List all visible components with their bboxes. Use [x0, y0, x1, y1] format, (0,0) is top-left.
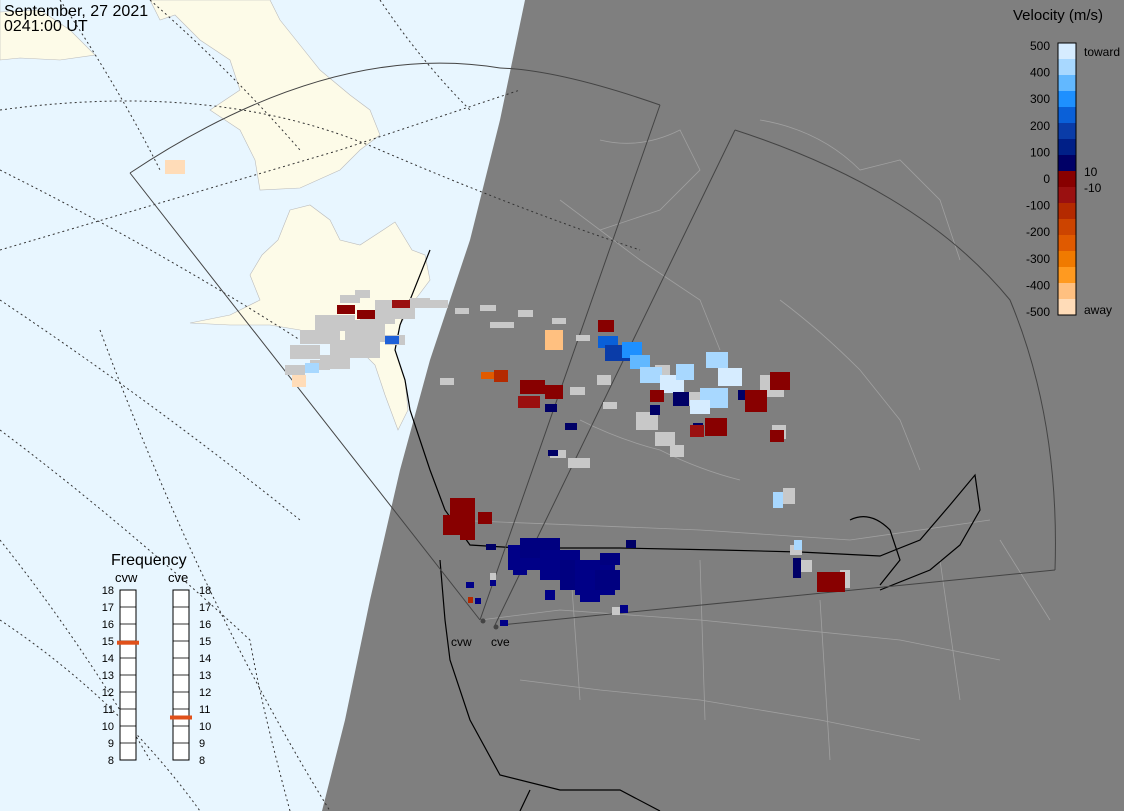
- frequency-tick-label: 9: [199, 738, 205, 750]
- velocity-inner-label-pos: 10: [1084, 165, 1098, 179]
- velocity-tick-label: -100: [1026, 199, 1050, 213]
- radar-site-cve: [493, 624, 499, 630]
- velocity-swatch: [1058, 235, 1076, 252]
- frequency-tick-label: 15: [199, 636, 211, 648]
- velocity-away-cells: [165, 160, 845, 603]
- frequency-tick-label: 8: [199, 755, 205, 767]
- radar-label-cve: cve: [491, 635, 510, 649]
- frequency-radar-label-cve: cve: [168, 570, 188, 585]
- velocity-swatch: [1058, 123, 1076, 140]
- frequency-tick-label: 13: [199, 670, 211, 682]
- frequency-tick-label: 14: [199, 653, 211, 665]
- velocity-toward-cells: [305, 336, 802, 626]
- velocity-swatch: [1058, 283, 1076, 300]
- velocity-colorbar-frame: [1057, 42, 1077, 316]
- velocity-title: Velocity (m/s): [1013, 7, 1103, 24]
- frequency-title: Frequency: [111, 552, 187, 569]
- frequency-tick-label: 14: [102, 653, 114, 665]
- velocity-swatch: [1058, 299, 1076, 316]
- velocity-swatch: [1058, 203, 1076, 220]
- velocity-tick-label: 500: [1030, 39, 1050, 53]
- frequency-tick-label: 12: [102, 687, 114, 699]
- header-time: 0241:00 UT: [4, 18, 88, 35]
- velocity-swatch: [1058, 187, 1076, 204]
- radar-label-cvw: cvw: [451, 635, 472, 649]
- coastlines: [394, 249, 981, 811]
- radar-fov-outline: [129, 62, 1056, 626]
- velocity-swatch: [1058, 75, 1076, 92]
- header-date: September, 27 2021: [4, 3, 148, 20]
- velocity-tick-label: -300: [1026, 252, 1050, 266]
- frequency-tick-label: 13: [102, 670, 114, 682]
- velocity-swatch: [1058, 267, 1076, 284]
- velocity-swatch: [1058, 251, 1076, 268]
- velocity-tick-label: -200: [1026, 225, 1050, 239]
- frequency-marker: [117, 640, 139, 645]
- velocity-tick-label: -400: [1026, 278, 1050, 292]
- frequency-tick-label: 16: [102, 619, 114, 631]
- frequency-scales: 18 17 16 15 14 13 12 11 10 9 8 18 17 16 15 14 13 12 11 10 9 8: [102, 585, 212, 767]
- land-alaska: [189, 204, 431, 431]
- frequency-tick-label: 8: [108, 755, 114, 767]
- ground-scatter: [285, 290, 850, 615]
- velocity-swatch: [1058, 43, 1076, 60]
- velocity-toward-label: toward: [1084, 45, 1120, 59]
- velocity-swatch: [1058, 107, 1076, 124]
- frequency-tick-label: 9: [108, 738, 114, 750]
- radar-sites: cvw cve: [451, 618, 510, 649]
- frequency-tick-label: 18: [102, 585, 114, 597]
- land-siberia: [0, 0, 381, 191]
- velocity-swatch: [1058, 59, 1076, 76]
- frequency-tick-label: 11: [103, 704, 114, 716]
- frequency-panel: Frequency cvw cve 1817161514131211109818…: [102, 552, 212, 767]
- velocity-tick-label: 200: [1030, 119, 1050, 133]
- radar-site-cvw: [480, 618, 486, 624]
- frequency-tick-label: 17: [199, 602, 211, 614]
- velocity-tick-label: 300: [1030, 92, 1050, 106]
- frequency-tick-label: 18: [199, 585, 211, 597]
- frequency-tick-label: 10: [199, 721, 211, 733]
- velocity-colorbar-swatches: [1057, 42, 1077, 316]
- velocity-swatch: [1058, 155, 1076, 172]
- velocity-away-label: away: [1084, 303, 1112, 317]
- velocity-tick-label: 100: [1030, 145, 1050, 159]
- frequency-tick-label: 17: [102, 602, 114, 614]
- frequency-marker: [170, 715, 192, 720]
- velocity-swatch: [1058, 171, 1076, 188]
- velocity-swatch: [1058, 139, 1076, 156]
- frequency-radar-label-cvw: cvw: [115, 570, 138, 585]
- velocity-tick-label: 0: [1043, 172, 1050, 186]
- velocity-swatch: [1058, 219, 1076, 236]
- frequency-tick-label: 15: [102, 636, 114, 648]
- frequency-tick-label: 10: [102, 721, 114, 733]
- velocity-swatch: [1058, 91, 1076, 108]
- velocity-tick-label: -500: [1026, 305, 1050, 319]
- velocity-colorbar-ticks: 500 400 300 200 100 0 -100 -200 -300 -400 -500: [1026, 39, 1050, 319]
- night-geography: [449, 119, 1051, 761]
- velocity-tick-label: 400: [1030, 66, 1050, 80]
- velocity-colorbar: Velocity (m/s) 500 400 300 200 100 0 -100 -200 -…: [1013, 7, 1120, 319]
- frequency-tick-label: 16: [199, 619, 211, 631]
- frequency-tick-label: 12: [199, 687, 211, 699]
- frequency-tick-label: 11: [199, 704, 210, 716]
- velocity-inner-label-neg: -10: [1084, 181, 1102, 195]
